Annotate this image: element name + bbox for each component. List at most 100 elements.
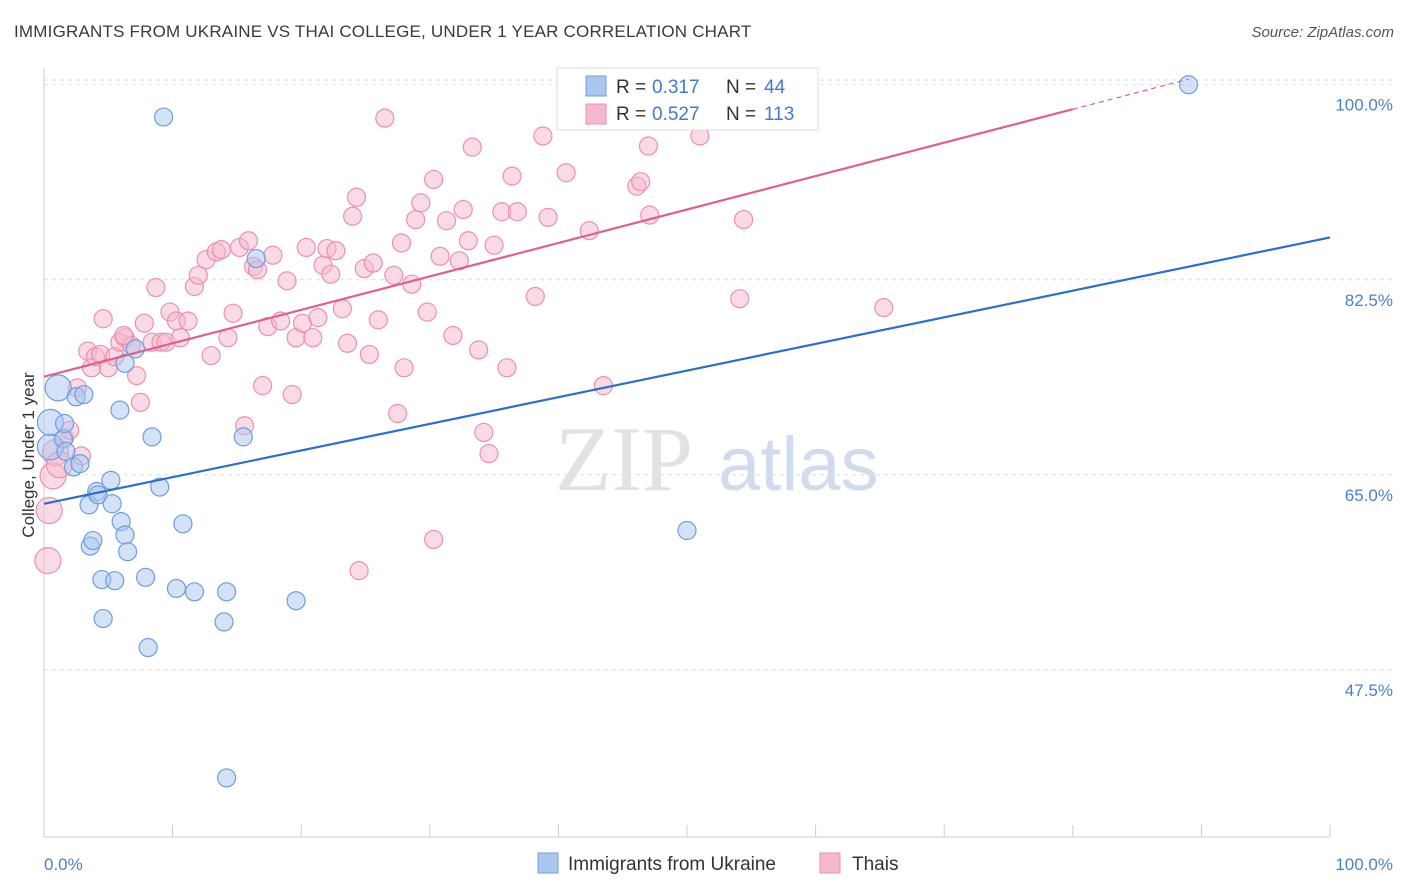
thais-point [223, 303, 243, 323]
thais-point [211, 240, 232, 260]
ukraine-point [110, 400, 130, 420]
chart-title: IMMIGRANTS FROM UKRAINE VS THAI COLLEGE,… [14, 22, 752, 41]
thais-point [458, 231, 478, 251]
thais-point [462, 137, 482, 157]
thais-point [525, 286, 545, 307]
legend-n-value-2: 113 [764, 104, 794, 125]
thais-point [238, 231, 259, 251]
thais-point [388, 403, 408, 424]
thais-trend-extension [1072, 78, 1189, 110]
y-tick-label: 100.0% [1335, 96, 1393, 115]
stats-legend: R = 0.317 N = 44 R = 0.527 N = 113 [556, 67, 819, 131]
thais-point [296, 237, 316, 258]
thais-point [733, 209, 754, 230]
thais-point [730, 289, 750, 309]
legend-n-label-2: N = [726, 104, 756, 125]
thais-point [507, 202, 527, 222]
legend-n-value-1: 44 [764, 77, 786, 98]
thais-point [188, 265, 208, 285]
ukraine-point [184, 582, 205, 602]
ukraine-point [142, 427, 162, 447]
y-axis-title: College, Under 1 year [19, 372, 38, 538]
thais-point [359, 344, 379, 365]
watermark: ZIP atlas [555, 408, 879, 510]
ukraine-point [70, 454, 90, 474]
ukraine-point [115, 525, 135, 545]
thais-point [126, 366, 147, 386]
thais-point [337, 333, 358, 353]
thais-point [411, 193, 431, 213]
ukraine-point [233, 427, 253, 447]
thais-point [368, 310, 388, 330]
ukraine-point [150, 477, 170, 497]
ukraine-point [54, 413, 75, 434]
watermark-zip: ZIP [555, 408, 693, 510]
ukraine-point [105, 571, 125, 591]
x-tick-label-min: 0.0% [44, 855, 83, 874]
legend-r-label-1: R = [616, 77, 646, 98]
legend-r-label-2: R = [616, 104, 646, 125]
bottom-legend-swatch-ukraine [537, 852, 559, 874]
thais-point [34, 547, 62, 575]
thais-point [479, 444, 499, 464]
x-tick-label-max: 100.0% [1335, 855, 1393, 874]
thais-point [303, 328, 323, 348]
ukraine-point [217, 768, 237, 788]
thais-point [469, 340, 489, 360]
thais-point [384, 265, 404, 285]
ukraine-point [83, 530, 103, 551]
thais-point [484, 235, 504, 255]
thais-point [343, 206, 363, 226]
thais-points [34, 108, 894, 581]
thais-point [402, 274, 422, 294]
ukraine-point [217, 582, 237, 602]
ukraine-point [214, 612, 234, 632]
thais-point [321, 264, 341, 284]
ukraine-point [44, 374, 72, 402]
thais-trend-line [43, 108, 1074, 378]
legend-swatch-ukraine [585, 75, 607, 97]
thais-point [93, 309, 113, 329]
thais-point [201, 345, 221, 366]
thais-point [263, 245, 283, 265]
thais-point [375, 108, 395, 128]
thais-point [424, 529, 444, 550]
y-tick-label: 65.0% [1345, 486, 1393, 505]
y-tick-label: 47.5% [1345, 681, 1393, 700]
watermark-atlas: atlas [718, 422, 879, 507]
thais-point [436, 211, 457, 231]
ukraine-point [286, 591, 306, 611]
thais-point [326, 241, 346, 261]
legend-n-label-1: N = [726, 77, 756, 98]
thais-point [391, 233, 412, 253]
thais-point [146, 277, 166, 298]
thais-point [538, 207, 558, 227]
thais-point [874, 298, 894, 318]
y-tick-labels: 100.0% 82.5% 65.0% 47.5% [1335, 96, 1393, 700]
thais-point [430, 246, 450, 266]
ukraine-point [117, 542, 138, 562]
thais-point [394, 358, 414, 378]
legend-r-value-2: 0.527 [652, 104, 700, 125]
thais-point [114, 325, 134, 346]
thais-point [424, 169, 444, 190]
ukraine-point [93, 608, 113, 629]
thais-point [631, 172, 651, 192]
ukraine-point [74, 384, 94, 405]
thais-point [308, 308, 328, 328]
thais-point [349, 561, 369, 581]
thais-point [502, 166, 522, 186]
bottom-legend-label-ukraine: Immigrants from Ukraine [568, 854, 776, 875]
thais-point [282, 384, 302, 405]
bottom-legend-swatch-thais [819, 852, 841, 874]
ukraine-point [153, 107, 174, 127]
ukraine-point [101, 470, 121, 490]
thais-point [178, 311, 198, 331]
ukraine-point [1178, 75, 1199, 95]
thais-point [497, 358, 517, 378]
ukraine-point [173, 514, 193, 534]
thais-point [638, 136, 659, 156]
thais-point [363, 253, 383, 273]
thais-point [453, 199, 473, 220]
trend-lines [43, 78, 1331, 505]
